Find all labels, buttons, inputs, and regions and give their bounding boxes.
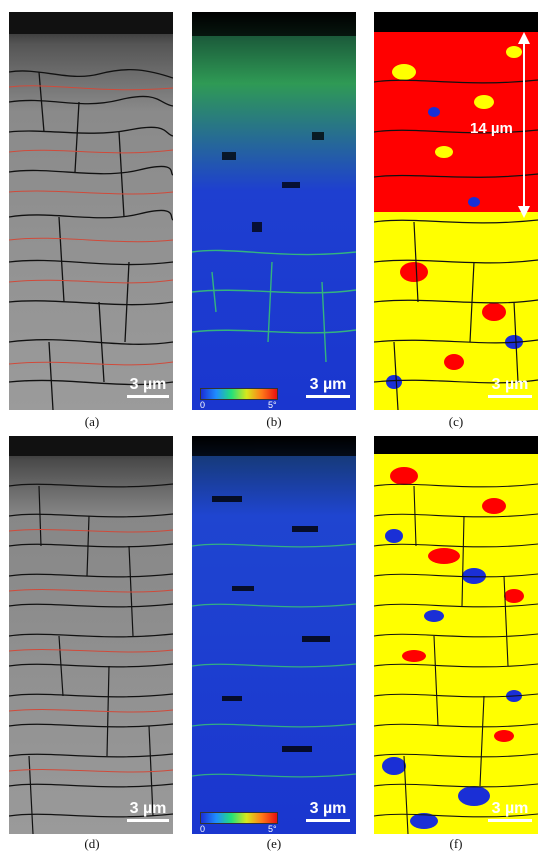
scale-bar-label: 3 µm — [491, 376, 529, 393]
scale-bar-f: 3 µm — [488, 800, 532, 822]
colorbar-min-label: 0 — [200, 400, 206, 410]
scale-bar-label: 3 µm — [491, 800, 529, 817]
scale-bar-line — [488, 819, 532, 822]
colorbar-min-label: 0 — [200, 824, 206, 834]
scale-bar-c: 3 µm — [488, 376, 532, 398]
caption-a: (a) — [84, 414, 100, 429]
scale-bar-e: 3 µm — [306, 800, 350, 822]
colorbar-gradient — [200, 388, 278, 400]
scale-bar-label: 3 µm — [309, 376, 347, 393]
scale-bar-d: 3 µm — [127, 800, 169, 822]
colorbar-gradient — [200, 812, 278, 824]
scale-bar-label: 3 µm — [129, 800, 167, 817]
colorbar-b: 0 5° — [200, 388, 280, 410]
scale-bar-label: 3 µm — [309, 800, 347, 817]
depth-arrow — [518, 32, 530, 218]
scale-bar-a: 3 µm — [127, 376, 169, 398]
panel-a-image — [9, 12, 173, 410]
scale-bar-b: 3 µm — [306, 376, 350, 398]
caption-c: (c) — [448, 414, 464, 429]
scale-bar-line — [127, 395, 169, 398]
colorbar-max-label: 5° — [268, 824, 277, 834]
caption-d: (d) — [84, 836, 100, 851]
panel-f-image — [374, 436, 538, 834]
scale-bar-line — [488, 395, 532, 398]
panel-a-band-contrast-map: 3 µm — [9, 12, 173, 410]
panel-c-image — [374, 12, 538, 410]
panel-d-image — [9, 436, 173, 834]
panel-e-image — [192, 436, 356, 834]
scale-bar-label: 3 µm — [129, 376, 167, 393]
panel-d-band-contrast-map: 3 µm — [9, 436, 173, 834]
caption-f: (f) — [449, 836, 463, 851]
panel-e-misorientation-map: 0 5° 3 µm — [192, 436, 356, 834]
panel-b-misorientation-map: 0 5° 3 µm — [192, 12, 356, 410]
colorbar-max-label: 5° — [268, 400, 277, 410]
scale-bar-line — [127, 819, 169, 822]
panel-f-phase-map: 3 µm — [374, 436, 538, 834]
scale-bar-line — [306, 395, 350, 398]
scale-bar-line — [306, 819, 350, 822]
panel-b-image — [192, 12, 356, 410]
panel-c-phase-map: 14 µm 3 µm — [374, 12, 538, 410]
colorbar-e: 0 5° — [200, 812, 280, 834]
caption-b: (b) — [266, 414, 282, 429]
depth-label: 14 µm — [470, 120, 513, 137]
caption-e: (e) — [266, 836, 282, 851]
